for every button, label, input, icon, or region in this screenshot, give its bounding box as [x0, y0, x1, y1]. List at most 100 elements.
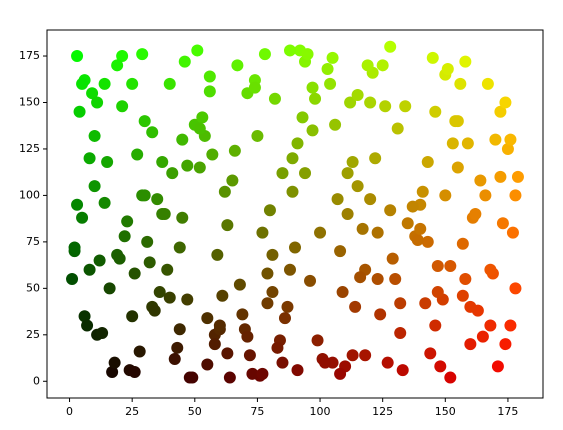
point [306, 124, 319, 137]
point [334, 367, 347, 380]
point [489, 133, 502, 146]
x-tick-label: 25 [125, 405, 139, 418]
point [246, 367, 259, 380]
point [86, 87, 99, 100]
point [116, 100, 129, 113]
point [311, 334, 324, 347]
point [211, 248, 224, 261]
point [221, 347, 234, 360]
point [158, 208, 171, 220]
point [386, 252, 399, 265]
point [196, 111, 209, 124]
axes-frame [46, 29, 544, 399]
point [301, 48, 314, 61]
point [376, 59, 389, 72]
point [126, 310, 139, 323]
point [446, 137, 459, 150]
point [429, 319, 442, 332]
point [111, 59, 124, 72]
point [176, 133, 189, 146]
point [126, 77, 139, 90]
point [464, 338, 477, 351]
point [286, 152, 299, 165]
point [309, 92, 322, 105]
point [296, 111, 309, 124]
point [351, 89, 364, 102]
point [68, 241, 81, 254]
point [504, 133, 517, 146]
point [121, 215, 134, 228]
point [206, 148, 219, 161]
point [434, 360, 447, 373]
point [133, 345, 146, 358]
point [93, 254, 106, 267]
point [511, 170, 524, 183]
point [218, 185, 231, 198]
point [321, 63, 334, 76]
point [128, 267, 141, 280]
point [256, 226, 269, 239]
point [314, 226, 327, 239]
point [456, 289, 469, 302]
point [276, 356, 289, 369]
point [499, 338, 512, 351]
point [276, 167, 289, 180]
point [163, 291, 176, 304]
y-tick-label: 0 [33, 374, 40, 387]
y-tick-label: 50 [26, 281, 40, 294]
point [379, 100, 392, 113]
point [469, 208, 482, 220]
point [83, 263, 96, 276]
point [306, 81, 319, 94]
point [416, 185, 429, 198]
point [411, 234, 424, 247]
point [509, 189, 522, 202]
point [461, 137, 474, 150]
point [356, 222, 369, 235]
point [439, 189, 452, 202]
point [251, 129, 264, 142]
point [499, 96, 512, 109]
point [178, 55, 191, 68]
point [319, 356, 332, 369]
point [371, 273, 384, 286]
point [419, 297, 432, 310]
point [241, 330, 254, 343]
point [161, 263, 174, 276]
point [329, 118, 342, 131]
point [364, 96, 377, 109]
point [479, 189, 492, 202]
point [258, 48, 271, 61]
point [474, 174, 487, 187]
point [334, 245, 347, 258]
point [494, 170, 507, 183]
point [324, 77, 337, 90]
point [444, 371, 457, 384]
point [88, 180, 101, 193]
point [484, 319, 497, 332]
point [431, 286, 444, 299]
point [326, 51, 339, 64]
points [66, 40, 524, 384]
point [98, 77, 111, 90]
point [406, 200, 419, 213]
point [431, 260, 444, 273]
point [506, 226, 519, 239]
point [213, 319, 226, 332]
point [233, 278, 246, 291]
point [71, 198, 84, 211]
point [394, 297, 407, 310]
point [421, 155, 434, 168]
point [163, 77, 176, 90]
point [451, 161, 464, 174]
point [414, 222, 427, 235]
point [88, 129, 101, 142]
point [168, 352, 181, 365]
point [494, 105, 507, 118]
point [424, 347, 437, 360]
point [76, 77, 89, 90]
point [138, 189, 151, 202]
point [364, 193, 377, 206]
point [401, 217, 414, 230]
point [464, 300, 477, 313]
